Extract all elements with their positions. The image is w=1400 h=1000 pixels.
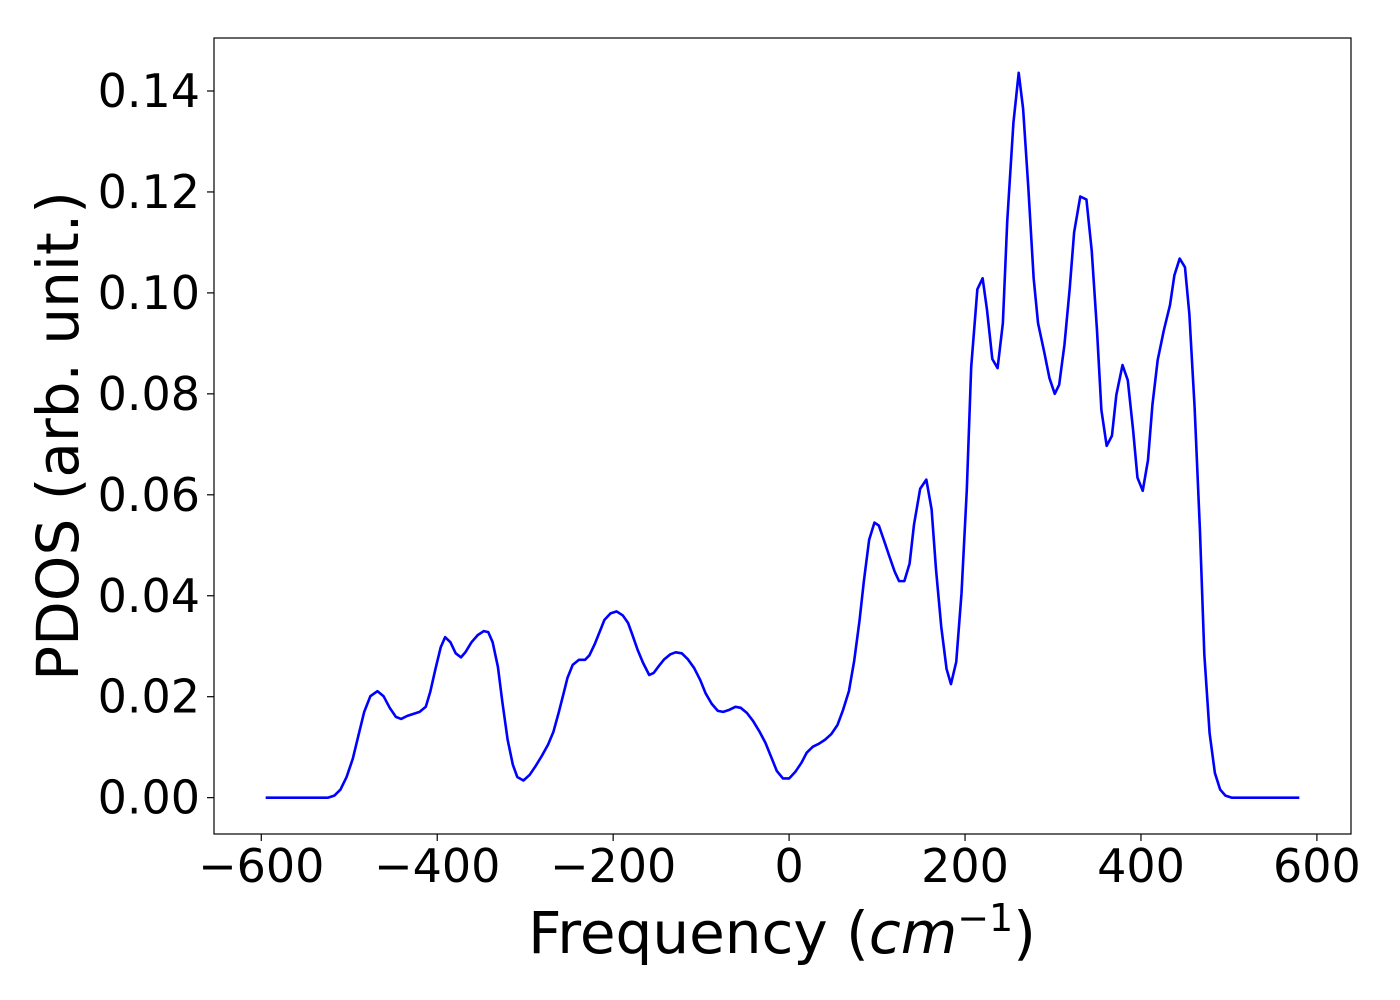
x-tick-label: 400 [1097,839,1185,893]
plot-frame [213,37,1352,835]
x-tick-label: −200 [550,839,676,893]
x-tick-label: −400 [374,839,500,893]
x-label-close: ) [1013,899,1036,967]
y-tick-label: 0.04 [98,569,200,623]
x-tick-label: 200 [921,839,1009,893]
x-tick-label: 0 [774,839,803,893]
data-line [265,71,1300,799]
y-axis-label: PDOS (arb. unit.) [24,191,92,681]
y-tick-label: 0.02 [98,670,200,724]
x-label-sup: −1 [957,896,1013,940]
x-label-text: Frequency ( [528,899,869,967]
y-tick-label: 0.12 [98,165,200,219]
x-axis-label: Frequency (cm−1) [528,896,1036,967]
x-label-math: cm [869,899,957,967]
y-tick-label: 0.06 [98,468,200,522]
y-tick-label: 0.14 [98,64,200,118]
y-tick-label: 0.10 [98,266,200,320]
x-tick-label: 600 [1273,839,1361,893]
y-tick-label: 0.00 [98,771,200,825]
y-tick-label: 0.08 [98,367,200,421]
x-tick-label: −600 [198,839,324,893]
